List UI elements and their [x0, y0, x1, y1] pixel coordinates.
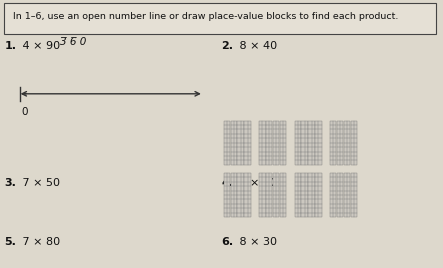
Bar: [351, 173, 357, 217]
Bar: [337, 121, 343, 165]
Text: 7 × 80: 7 × 80: [19, 237, 60, 247]
Bar: [266, 173, 272, 217]
Bar: [245, 121, 251, 165]
Bar: [337, 173, 343, 217]
Bar: [295, 121, 301, 165]
Bar: [344, 173, 350, 217]
Bar: [351, 121, 357, 165]
Bar: [237, 173, 244, 217]
FancyBboxPatch shape: [4, 3, 436, 34]
Bar: [301, 121, 308, 165]
Text: 5 × 80: 5 × 80: [236, 178, 277, 188]
Bar: [315, 121, 322, 165]
Bar: [280, 173, 286, 217]
Text: 2.: 2.: [222, 41, 233, 51]
Bar: [259, 121, 265, 165]
Text: 3̅ 6̅ 0: 3̅ 6̅ 0: [60, 37, 86, 47]
Text: In 1–6, use an open number line or draw place-value blocks to find each product.: In 1–6, use an open number line or draw …: [13, 12, 399, 21]
Text: 7 × 50: 7 × 50: [19, 178, 60, 188]
Bar: [224, 121, 230, 165]
Bar: [330, 173, 337, 217]
Text: 4.: 4.: [222, 178, 233, 188]
Bar: [315, 173, 322, 217]
Text: 3.: 3.: [4, 178, 16, 188]
Bar: [230, 173, 237, 217]
Bar: [330, 121, 337, 165]
Text: 8 × 40: 8 × 40: [236, 41, 277, 51]
Text: 4 × 90: 4 × 90: [19, 41, 60, 51]
Bar: [308, 121, 315, 165]
Text: 0: 0: [21, 107, 27, 117]
Text: 6.: 6.: [222, 237, 233, 247]
Bar: [301, 173, 308, 217]
Bar: [295, 173, 301, 217]
Bar: [259, 173, 265, 217]
Bar: [273, 121, 279, 165]
Bar: [280, 121, 286, 165]
Bar: [245, 173, 251, 217]
Bar: [224, 173, 230, 217]
Bar: [308, 173, 315, 217]
Text: 5.: 5.: [4, 237, 16, 247]
Bar: [237, 121, 244, 165]
Text: 8 × 30: 8 × 30: [236, 237, 277, 247]
Bar: [273, 173, 279, 217]
Bar: [344, 121, 350, 165]
Text: 1.: 1.: [4, 41, 16, 51]
Bar: [266, 121, 272, 165]
Bar: [230, 121, 237, 165]
